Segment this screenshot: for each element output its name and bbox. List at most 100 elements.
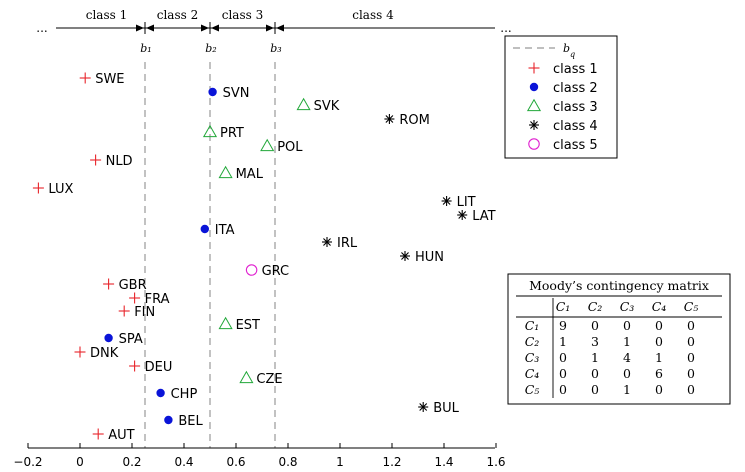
- point-aut: [92, 428, 104, 440]
- matrix-col-header-4: C₄: [652, 299, 667, 314]
- arrow-class2-left: [146, 24, 154, 32]
- point-label-prt: PRT: [220, 126, 244, 141]
- point-label-lux: LUX: [48, 182, 73, 197]
- legend-marker-5: [528, 138, 540, 150]
- legend-marker-1: [528, 62, 540, 74]
- matrix-cell-1-3: 0: [623, 318, 631, 333]
- point-label-dnk: DNK: [90, 346, 119, 361]
- band-label-2: class 2: [157, 8, 198, 22]
- point-label-aut: AUT: [108, 428, 134, 443]
- point-bul: [418, 402, 429, 412]
- point-lit: [441, 196, 452, 206]
- band-label-1: class 1: [86, 8, 127, 22]
- point-est: [218, 316, 233, 330]
- class-band-axis: class 1 class 2 class 3 class 4......: [36, 8, 511, 35]
- arrow-class1-right: [136, 24, 144, 32]
- dots-left: ...: [36, 21, 47, 35]
- legend-boundary-sub: q: [570, 50, 575, 59]
- x-axis: −0.2 0 0.2 0.4 0.6 0.8 1 1.2 1.4 1.6: [13, 443, 506, 469]
- legend-label-2: class 2: [553, 81, 598, 96]
- matrix-cell-2-2: 3: [591, 334, 599, 349]
- matrix-cell-3-4: 1: [655, 350, 663, 365]
- matrix-cell-1-5: 0: [687, 318, 695, 333]
- point-label-irl: IRL: [337, 236, 358, 251]
- point-label-hun: HUN: [415, 250, 444, 265]
- legend-marker-2: [529, 82, 539, 92]
- matrix-cell-4-2: 0: [591, 366, 599, 381]
- arrow-class2-right: [201, 24, 209, 32]
- matrix-col-header-1: C₁: [556, 299, 571, 314]
- boundary-label-2: b₂: [205, 42, 216, 55]
- x-tick-label-9: 1.6: [486, 455, 505, 469]
- point-label-bel: BEL: [178, 414, 203, 429]
- legend-label-5: class 5: [553, 138, 598, 153]
- legend-label-1: class 1: [553, 62, 598, 77]
- x-tick-label-0: −0.2: [13, 455, 42, 469]
- point-label-ita: ITA: [215, 223, 235, 238]
- legend-box: [504, 35, 618, 159]
- matrix-col-header-5: C₅: [684, 299, 699, 314]
- point-label-fra: FRA: [145, 292, 170, 307]
- point-fra: [129, 292, 141, 304]
- matrix-cell-5-3: 1: [623, 382, 631, 397]
- point-label-svk: SVK: [314, 99, 340, 114]
- matrix-cell-2-1: 1: [559, 334, 567, 349]
- point-spa: [104, 333, 113, 343]
- point-cze: [239, 370, 254, 384]
- x-tick-label-8: 1.4: [434, 455, 453, 469]
- point-label-chp: CHP: [171, 387, 198, 402]
- matrix-col-header-3: C₃: [620, 299, 635, 314]
- boundary-label-3: b₃: [270, 42, 281, 55]
- legend-marker-3: [526, 98, 542, 112]
- matrix-cell-3-3: 4: [623, 350, 631, 365]
- x-tick-label-7: 1.2: [382, 455, 401, 469]
- x-tick-label-5: 0.8: [278, 455, 297, 469]
- matrix-cell-4-1: 0: [559, 366, 567, 381]
- band-label-3: class 3: [222, 8, 263, 22]
- matrix-cell-4-3: 0: [623, 366, 631, 381]
- matrix-row-header-3: C₃: [525, 350, 540, 365]
- point-label-cze: CZE: [256, 372, 282, 387]
- boundary-lines: b₁ b₂ b₃: [140, 42, 282, 448]
- matrix-cell-3-2: 1: [591, 350, 599, 365]
- point-label-rom: ROM: [399, 113, 429, 128]
- point-lux: [32, 182, 44, 194]
- point-label-nld: NLD: [106, 154, 133, 169]
- point-dnk: [74, 346, 86, 358]
- matrix-row-header-4: C₄: [525, 366, 540, 381]
- matrix-row-header-2: C₂: [525, 334, 540, 349]
- point-label-mal: MAL: [236, 167, 264, 182]
- matrix-title: Moody’s contingency matrix: [529, 278, 709, 293]
- matrix-cell-1-4: 0: [655, 318, 663, 333]
- x-tick-label-3: 0.4: [174, 455, 193, 469]
- point-chp: [156, 388, 165, 398]
- arrow-class3-right: [266, 24, 274, 32]
- matrix-row-header-1: C₁: [525, 318, 540, 333]
- x-tick-label-4: 0.6: [226, 455, 245, 469]
- point-label-pol: POL: [277, 140, 303, 155]
- point-label-est: EST: [236, 318, 260, 333]
- arrow-class4-left: [276, 24, 284, 32]
- matrix-cell-2-4: 0: [655, 334, 663, 349]
- point-label-svn: SVN: [223, 86, 250, 101]
- legend-label-3: class 3: [553, 100, 598, 115]
- x-tick-label-6: 1: [336, 455, 344, 469]
- point-deu: [129, 360, 141, 372]
- point-svk: [296, 97, 311, 111]
- point-prt: [202, 124, 218, 138]
- point-swe: [79, 72, 91, 84]
- matrix-cell-3-1: 0: [559, 350, 567, 365]
- matrix-col-header-2: C₂: [588, 299, 603, 314]
- matrix-row-header-5: C₅: [525, 382, 540, 397]
- matrix-cell-5-2: 0: [591, 382, 599, 397]
- arrow-class3-left: [211, 24, 219, 32]
- point-ita: [200, 224, 209, 234]
- point-label-lit: LIT: [457, 195, 476, 210]
- matrix-cell-3-5: 0: [687, 350, 695, 365]
- point-label-bul: BUL: [433, 401, 459, 416]
- matrix-cell-5-4: 0: [655, 382, 663, 397]
- matrix-cell-4-4: 6: [655, 366, 663, 381]
- matrix-cell-4-5: 0: [687, 366, 695, 381]
- boundary-label-1: b₁: [140, 42, 151, 55]
